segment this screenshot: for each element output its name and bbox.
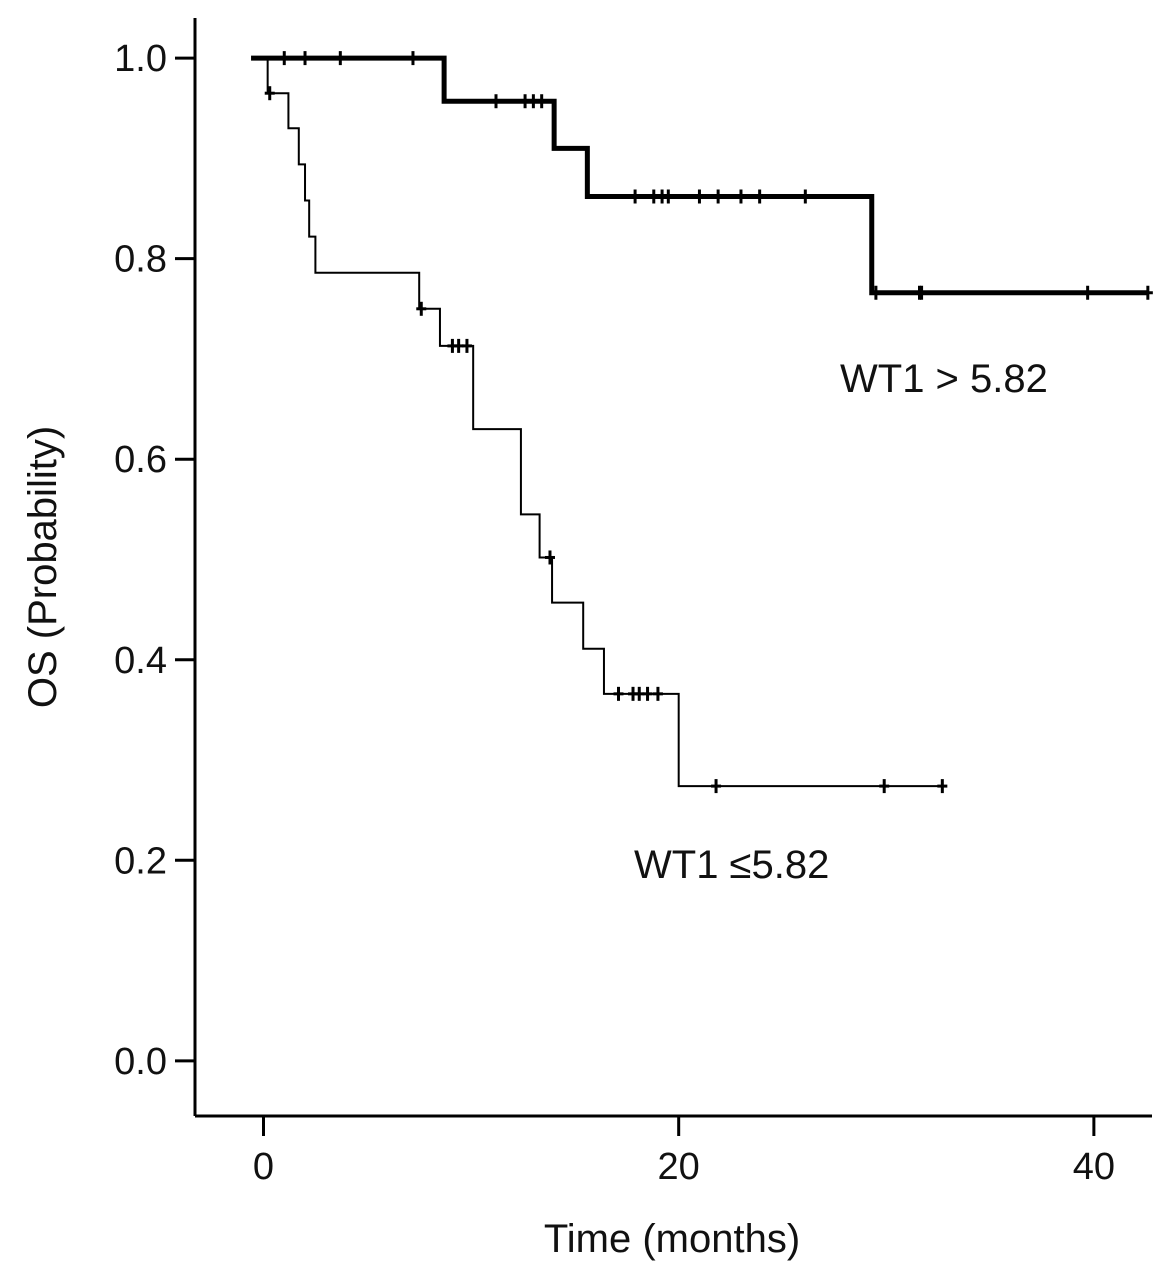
censor-mark-high-3	[407, 51, 418, 66]
censor-mark-high-14	[735, 189, 746, 204]
series-label-low: WT1 ≤5.82	[634, 843, 829, 887]
y-tick-label-3: 0.6	[114, 439, 167, 481]
censor-marks	[264, 51, 1153, 794]
censor-mark-high-20	[1082, 285, 1093, 300]
censor-mark-high-7	[536, 94, 547, 109]
censor-mark-low-9	[642, 686, 653, 701]
censor-mark-high-16	[800, 189, 811, 204]
x-tick-label-2: 40	[1073, 1146, 1115, 1188]
censor-mark-high-19	[916, 285, 927, 300]
y-tick-label-5: 1.0	[114, 38, 167, 80]
x-tick-label-1: 20	[658, 1146, 700, 1188]
censor-mark-low-5	[544, 550, 555, 565]
censor-mark-high-4	[491, 94, 502, 109]
censor-mark-high-8	[630, 189, 641, 204]
censor-mark-low-10	[652, 686, 663, 701]
censor-mark-high-12	[694, 189, 705, 204]
censor-mark-high-11	[663, 189, 674, 204]
y-axis-label: OS (Probability)	[21, 426, 65, 708]
x-tick-label-0: 0	[253, 1146, 274, 1188]
censor-mark-high-21	[1142, 285, 1153, 300]
axis-ticks: 0.0 0.2 0.4 0.6 0.8 1.0 0 20 40	[114, 38, 1115, 1188]
censor-mark-high-2	[335, 51, 346, 66]
censor-mark-low-13	[937, 779, 948, 794]
censor-mark-low-4	[461, 338, 472, 353]
curve-high	[251, 55, 1148, 296]
censor-mark-low-1	[416, 301, 427, 316]
y-tick-label-0: 0.0	[114, 1041, 167, 1083]
censor-mark-high-0	[279, 51, 290, 66]
censor-mark-low-12	[879, 779, 890, 794]
y-tick-label-2: 0.4	[114, 640, 167, 682]
y-tick-label-4: 0.8	[114, 239, 167, 281]
censor-mark-low-6	[613, 686, 624, 701]
censor-mark-high-17	[870, 285, 881, 300]
censor-mark-low-0	[264, 86, 275, 101]
series-label-high: WT1 > 5.82	[840, 357, 1048, 401]
censor-mark-high-13	[713, 189, 724, 204]
censor-mark-high-1	[300, 51, 311, 66]
survival-curves	[251, 55, 1148, 788]
censor-mark-high-15	[754, 189, 765, 204]
x-axis-label: Time (months)	[544, 1217, 800, 1261]
curve-low	[263, 57, 943, 788]
y-tick-label-1: 0.2	[114, 840, 167, 882]
censor-mark-low-11	[711, 779, 722, 794]
